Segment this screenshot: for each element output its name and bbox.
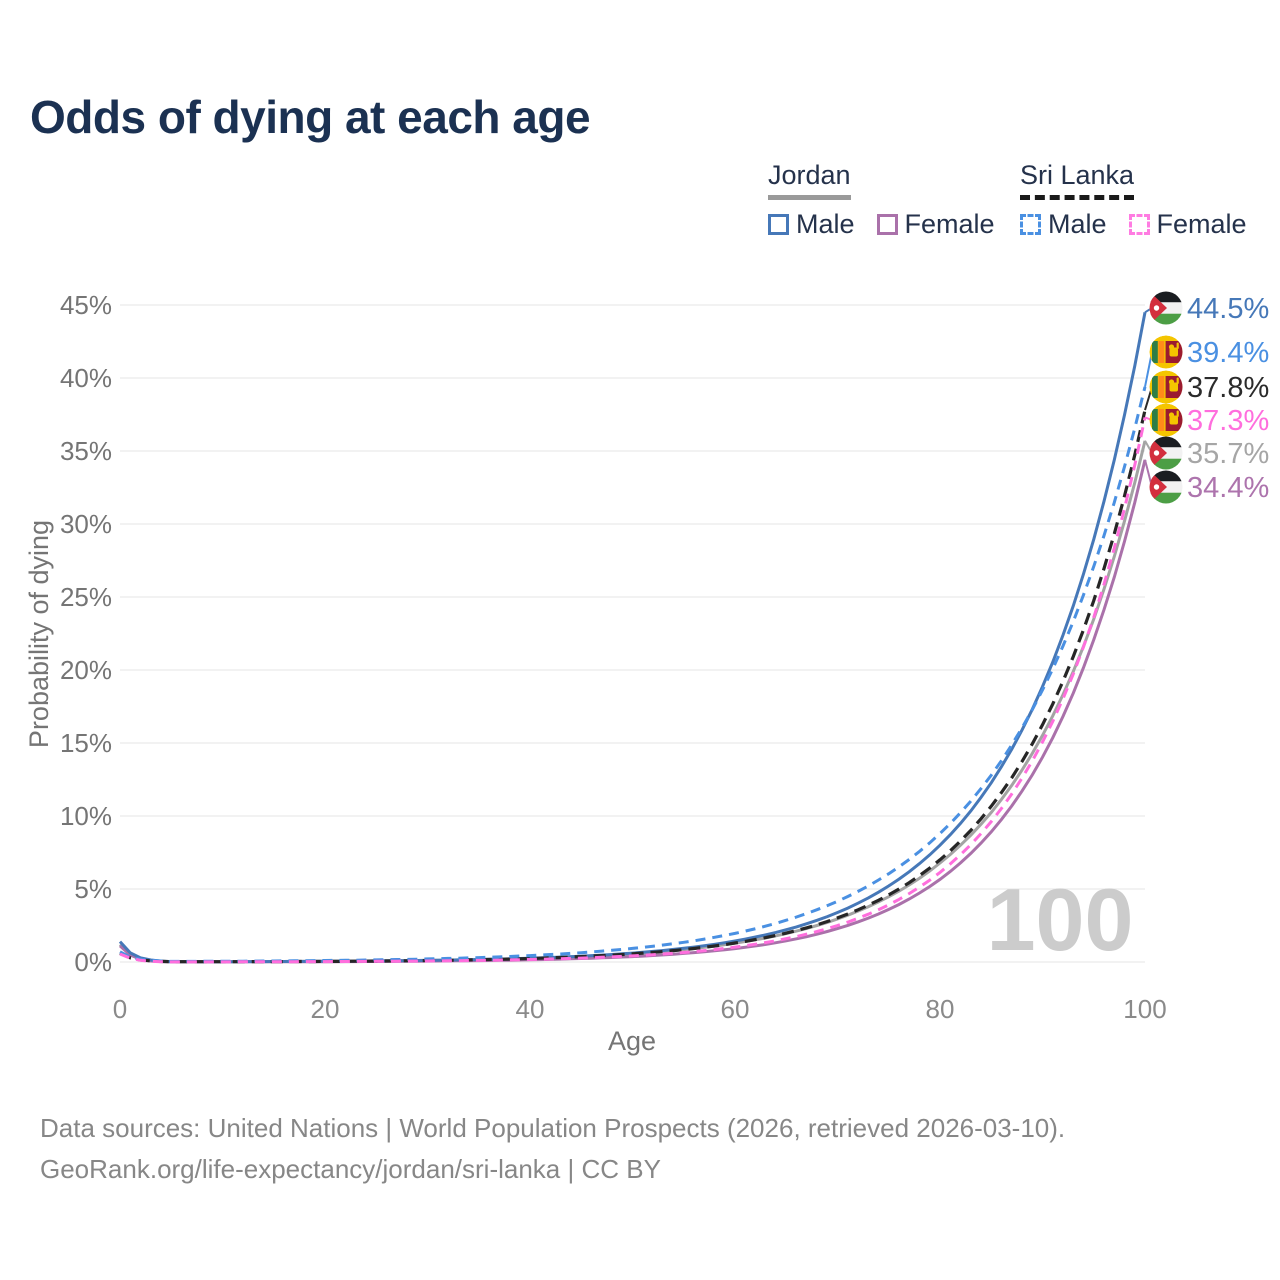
srilanka-flag-icon bbox=[1150, 336, 1184, 369]
x-tick-label: 80 bbox=[926, 994, 955, 1024]
watermark: 100 bbox=[987, 870, 1134, 969]
legend-label-sri-lanka-male[interactable]: Male bbox=[1048, 209, 1107, 239]
attribution-footer: Data sources: United Nations | World Pop… bbox=[40, 1108, 1065, 1190]
end-value-label: 37.3% bbox=[1187, 405, 1269, 437]
legend-country-jordan[interactable]: Jordan bbox=[768, 160, 851, 200]
x-tick-label: 100 bbox=[1123, 994, 1166, 1024]
legend-label-jordan-male[interactable]: Male bbox=[796, 209, 855, 239]
legend-label-jordan-female[interactable]: Female bbox=[904, 209, 995, 239]
jordan-flag-icon bbox=[1149, 470, 1183, 504]
curve-srilanka-female bbox=[119, 417, 1147, 964]
y-tick-label: 10% bbox=[60, 801, 112, 831]
y-tick-label: 25% bbox=[60, 582, 112, 612]
legend-swatch-jordan-female[interactable] bbox=[876, 214, 898, 235]
legend-country-sri-lanka[interactable]: Sri Lanka bbox=[1020, 160, 1135, 200]
data-source-line: Data sources: United Nations | World Pop… bbox=[40, 1113, 1066, 1143]
srilanka-flag-icon bbox=[1150, 404, 1184, 437]
y-tick-label: 40% bbox=[60, 363, 112, 393]
y-tick-label: 30% bbox=[60, 509, 112, 539]
gridlines bbox=[120, 304, 1145, 963]
jordan-flag-icon bbox=[1149, 436, 1183, 470]
end-labels: 44.5% 39.4%37.8%37.3%35.7%34.4% bbox=[1144, 291, 1269, 504]
legend-swatch-jordan-male[interactable] bbox=[768, 214, 789, 235]
x-tick-label: 20 bbox=[311, 994, 340, 1024]
srilanka-flag-icon bbox=[1150, 371, 1184, 404]
x-tick-label: 40 bbox=[516, 994, 545, 1024]
legend-label-sri-lanka-female[interactable]: Female bbox=[1156, 209, 1247, 239]
y-tick-label: 15% bbox=[60, 728, 112, 758]
x-axis-title: Age bbox=[608, 1026, 656, 1056]
page-title: Odds of dying at each age bbox=[30, 91, 591, 143]
watermark-age-label: 100 bbox=[987, 870, 1134, 969]
x-tick-label: 60 bbox=[721, 994, 750, 1024]
y-tick-label: 0% bbox=[74, 947, 112, 977]
curves bbox=[118, 312, 1147, 964]
y-axis-title: Probability of dying bbox=[24, 520, 54, 748]
end-value-label: 44.5% bbox=[1187, 293, 1269, 325]
y-tick-label: 35% bbox=[60, 436, 112, 466]
axes: 0% 5% 10% 15% 20% 25% 30% 35% 40% 45% 0 20 40 60 80 100… bbox=[24, 290, 1167, 1056]
curve-jordan-male bbox=[118, 312, 1147, 964]
legend-swatch-sri-lanka-female[interactable] bbox=[1128, 214, 1150, 235]
x-tick-label: 0 bbox=[113, 994, 127, 1024]
y-tick-label: 5% bbox=[74, 874, 112, 904]
legend-group-sri-lanka: Sri Lanka Male Female bbox=[1020, 160, 1269, 240]
end-value-label: 39.4% bbox=[1187, 337, 1269, 369]
y-tick-label: 20% bbox=[60, 655, 112, 685]
legend-group-jordan: Jordan Male Female bbox=[768, 160, 1017, 240]
jordan-flag-icon bbox=[1149, 291, 1183, 325]
legend-swatch-sri-lanka-male[interactable] bbox=[1020, 214, 1041, 235]
end-value-label: 37.8% bbox=[1187, 372, 1269, 404]
end-value-label: 35.7% bbox=[1187, 438, 1269, 470]
source-url-line: GeoRank.org/life-expectancy/jordan/sri-l… bbox=[40, 1154, 661, 1184]
end-value-label: 34.4% bbox=[1187, 472, 1269, 504]
y-tick-label: 45% bbox=[60, 290, 112, 320]
